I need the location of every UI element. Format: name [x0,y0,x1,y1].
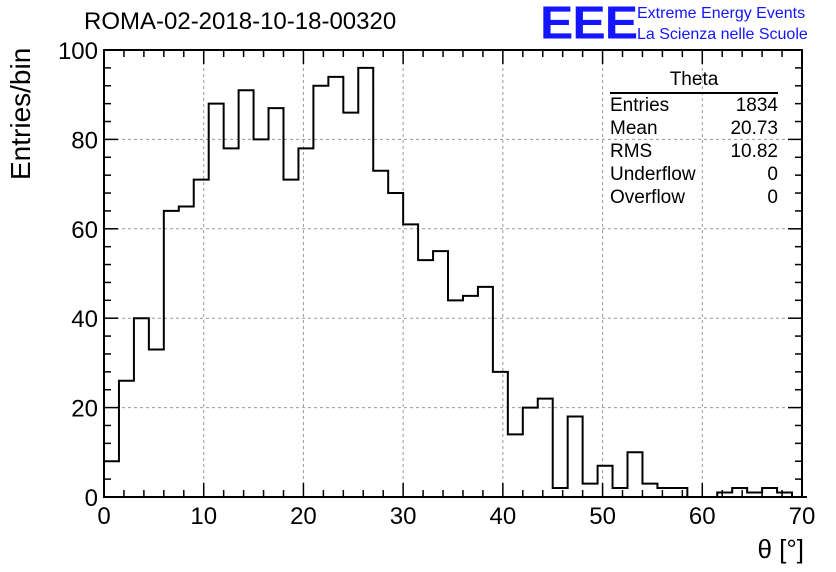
histogram-bin [583,484,598,497]
x-tick-label: 70 [789,503,816,530]
stats-row-overflow: Overflow 0 [610,186,778,209]
histogram-bin [657,488,672,497]
x-tick-label: 30 [390,503,417,530]
x-tick-label: 60 [689,503,716,530]
histogram-bin [628,452,643,497]
stats-row-underflow: Underflow 0 [610,163,778,186]
histogram-bin [388,193,403,497]
stats-label: Entries [610,95,670,116]
y-tick-label: 40 [71,306,98,333]
histogram-bin [403,224,418,497]
stats-label: Overflow [610,187,685,208]
stats-box: Theta Entries 1834 Mean 20.73 RMS 10.82 … [610,70,778,209]
plot-frame [103,49,803,498]
histogram-bin [538,399,553,497]
histogram-bin [149,349,164,497]
histogram-bin [373,171,388,497]
histogram-bin [672,488,687,497]
stats-value: 0 [767,187,778,208]
histogram-bin [553,488,568,497]
stats-title: Theta [610,70,778,94]
stats-value: 20.73 [730,118,778,139]
logo-line-1: Extreme Energy Events [637,5,806,22]
stats-label: Underflow [610,164,696,185]
stats-label: RMS [610,141,653,162]
x-axis-label: θ [°] [757,534,804,564]
histogram-bin [269,108,284,497]
histogram-bin [598,466,613,497]
run-title: ROMA-02-2018-10-18-00320 [84,8,397,35]
histogram-bin [418,260,433,497]
histogram-series [103,66,807,498]
histogram-bin [343,113,358,497]
histogram-bin [179,206,194,497]
histogram-bin [209,104,224,497]
x-tick-label: 0 [97,503,110,530]
histogram-bin [463,296,478,497]
histogram-bin [328,77,343,497]
y-tick-label: 60 [71,217,98,244]
y-axis-label: Entries/bin [5,47,36,180]
histogram-bin [448,300,463,497]
logo-caption: Extreme Energy Events La Scienza nelle S… [637,3,808,45]
stats-row-mean: Mean 20.73 [610,117,778,140]
stats-value: 1834 [735,95,778,116]
histogram-bin [298,148,313,497]
histogram-bin [239,90,254,497]
histogram-bin [508,434,523,497]
histogram-bin [523,408,538,497]
histogram-bin [224,148,239,497]
x-tick-label: 40 [490,503,517,530]
stats-value: 10.82 [730,141,778,162]
histogram-bin [613,488,628,497]
histogram-bin [119,381,134,497]
histogram-bin [358,68,373,497]
x-tick-label: 20 [290,503,317,530]
histogram-bin [732,488,747,497]
stats-row-entries: Entries 1834 [610,94,778,117]
histogram-bin [493,372,508,497]
y-tick-label: 80 [71,127,98,154]
stats-row-rms: RMS 10.82 [610,140,778,163]
x-tick-label: 10 [190,503,217,530]
y-tick-label: 0 [85,485,98,512]
histogram-bin [313,86,328,497]
histogram-bin [283,180,298,497]
histogram-bin [762,488,777,497]
logo-line-2: La Scienza nelle Scuole [637,26,808,43]
histogram-bin [568,417,583,497]
histogram-bin [642,484,657,497]
eee-logo: EEE [540,0,638,49]
x-tick-label: 50 [589,503,616,530]
y-tick-label: 100 [58,38,98,65]
histogram-bin [433,251,448,497]
histogram-bin [164,211,179,497]
y-tick-label: 20 [71,396,98,423]
stats-label: Mean [610,118,658,139]
histogram-bin [194,180,209,497]
stats-value: 0 [767,164,778,185]
